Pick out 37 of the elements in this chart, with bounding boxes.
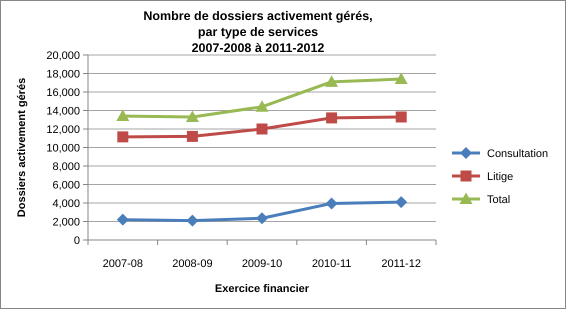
x-tick-label: 2008-09 [172, 258, 213, 270]
point [186, 214, 198, 227]
x-tick-label: 2007-08 [102, 258, 143, 270]
y-tick-label: 8,000 [52, 160, 80, 173]
point [394, 72, 408, 84]
y-tick-label: 14,000 [46, 105, 80, 118]
y-tick-label: 20,000 [46, 50, 80, 62]
x-tick-label: 2011-12 [381, 258, 421, 270]
y-tick-label: 2,000 [52, 216, 80, 228]
point [256, 100, 268, 112]
y-tick-label: 6,000 [52, 179, 80, 192]
y-tick-label: 10,000 [46, 142, 80, 154]
legend-label: Litige [487, 170, 514, 183]
y-tick-label: 4,000 [52, 198, 80, 210]
point [186, 130, 198, 142]
point [116, 110, 130, 122]
legend-label: Consultation [487, 148, 548, 160]
y-tick-label: 18,000 [46, 68, 80, 80]
point [116, 214, 129, 226]
point [326, 112, 338, 124]
point [326, 197, 338, 210]
point [186, 110, 199, 122]
point [325, 75, 338, 87]
y-tick-label: 12,000 [46, 124, 80, 136]
y-axis-title: Dossiers activement gérés [16, 78, 28, 218]
x-tick-label: 2010-11 [312, 258, 352, 270]
legend-label: Total [487, 194, 510, 206]
point [396, 111, 407, 122]
x-axis-title: Exercice financier [214, 283, 310, 295]
chart-title: Nombre de dossiers activement gérés, par type de services 2007-2008 à 2011-2012 [143, 9, 373, 55]
point [117, 131, 128, 142]
point [395, 196, 408, 208]
point [256, 212, 268, 224]
point [256, 124, 268, 134]
y-tick-label: 16,000 [46, 86, 80, 99]
x-tick-label: 2009-10 [242, 258, 282, 270]
y-tick-label: 0 [74, 234, 80, 247]
